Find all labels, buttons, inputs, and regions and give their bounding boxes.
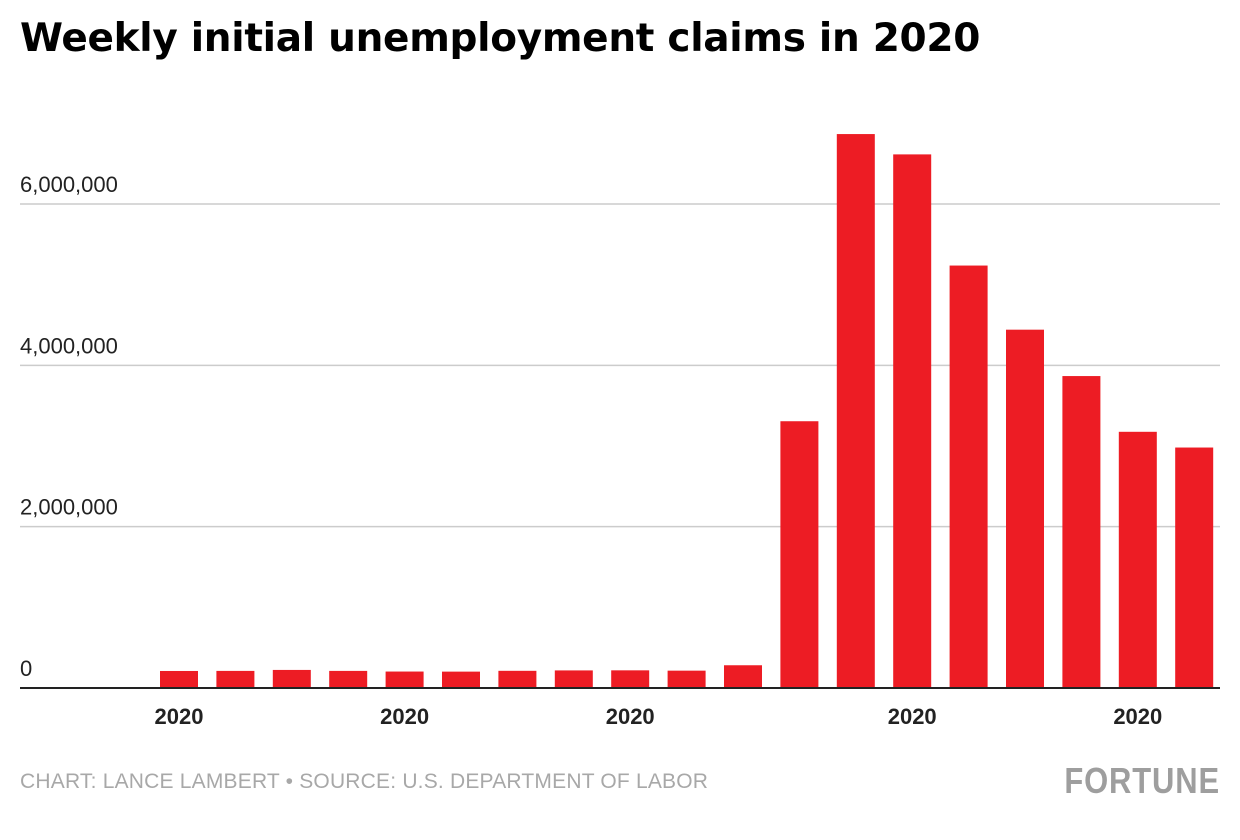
bar [1175,447,1214,688]
bar [442,671,480,688]
y-axis-tick-labels: 0 2,000,000 4,000,000 6,000,000 [20,172,118,681]
bar [1006,329,1044,688]
y-tick-label: 4,000,000 [20,333,118,358]
bar [554,670,593,688]
y-tick-label: 0 [20,656,32,681]
bar [893,154,932,688]
bar [329,670,368,688]
x-tick-label: 2020 [888,704,937,729]
x-tick-label: 2020 [1113,704,1162,729]
x-tick-label: 2020 [606,704,655,729]
bar [216,670,255,688]
x-tick-label: 2020 [155,704,204,729]
bar [272,669,311,688]
chart-source-credit: CHART: LANCE LAMBERT • SOURCE: U.S. DEPA… [20,770,709,793]
x-tick-label: 2020 [380,704,429,729]
bar [1118,431,1157,688]
bar [780,421,819,688]
bar [724,665,762,688]
bar [385,671,424,688]
bar [498,670,537,688]
y-tick-label: 2,000,000 [20,495,118,520]
y-tick-label: 6,000,000 [20,172,118,197]
chart-title: Weekly initial unemployment claims in 20… [20,16,981,61]
bar [836,134,875,688]
bar [160,670,198,688]
bar [667,670,706,688]
bar [1062,376,1101,688]
x-axis-tick-labels: 2020 2020 2020 2020 2020 [155,704,1163,729]
bar [611,670,650,688]
bars [160,134,1214,688]
bar [949,265,988,688]
fortune-logo: FORTUNE [1064,760,1220,801]
